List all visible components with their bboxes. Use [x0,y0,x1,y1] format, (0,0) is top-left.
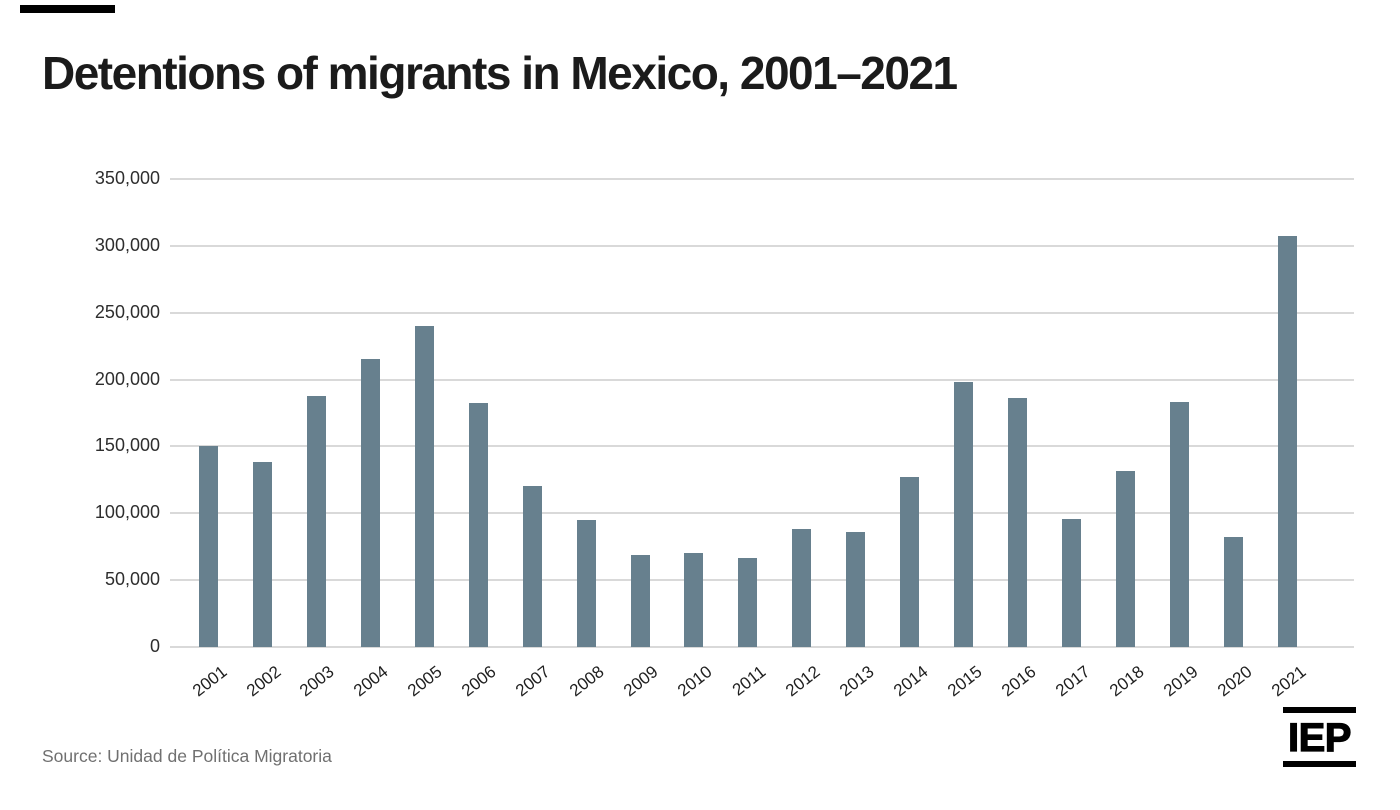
bar-2002 [252,462,272,647]
bar-2009 [630,554,650,647]
bar-2003 [306,396,326,647]
gridline [170,178,1354,180]
bar-2011 [738,557,758,647]
x-tick-label: 2007 [512,662,554,701]
x-tick-label: 2019 [1159,662,1202,701]
y-tick-label: 50,000 [104,569,160,590]
x-tick-label: 2016 [997,662,1040,701]
bar-2004 [360,358,380,647]
y-tick-label: 200,000 [94,368,160,389]
gridline [170,445,1354,448]
x-tick-label: 2001 [188,662,231,701]
accent-bar [20,5,115,13]
x-tick-label: 2021 [1267,662,1310,701]
x-tick-label: 2013 [836,662,878,701]
bar-2001 [198,445,218,647]
plot-area [170,178,1354,648]
x-tick-label: 2011 [729,662,770,700]
y-tick-label: 250,000 [94,301,160,322]
x-axis-labels: 2001 2002 2003 2004 2005 2006 2007 2008 2009 2010… [170,656,1354,726]
x-tick-label: 2006 [458,662,500,701]
x-tick-label: 2012 [782,662,824,701]
bar-2020 [1223,536,1243,647]
x-tick-label: 2004 [350,662,392,701]
x-tick-label: 2014 [889,662,932,701]
bar-2016 [1008,398,1028,647]
gridline [170,646,1354,648]
bar-2006 [468,402,488,647]
bar-2007 [522,485,542,647]
bar-2008 [576,520,596,647]
x-tick-label: 2015 [943,662,986,701]
bar-2015 [954,382,974,647]
x-tick-label: 2009 [620,662,662,701]
x-tick-label: 2020 [1213,662,1256,701]
x-tick-label: 2005 [404,662,446,701]
x-tick-label: 2003 [296,662,339,701]
y-tick-label: 100,000 [94,502,160,523]
bar-2014 [900,476,920,647]
y-tick-label: 300,000 [94,234,160,255]
gridline [170,311,1354,314]
y-tick-label: 0 [149,636,160,656]
x-tick-label: 2018 [1105,662,1148,701]
gridline [170,579,1354,582]
x-tick-label: 2010 [674,662,716,701]
iep-logo: IEP [1283,707,1356,767]
gridline [170,244,1354,247]
gridline [170,512,1354,515]
bar-2021 [1277,235,1297,647]
iep-logo-text: IEP [1287,715,1352,760]
iep-logo-top-rule [1283,707,1356,713]
iep-logo-bottom-rule [1283,761,1356,767]
bar-2018 [1116,471,1136,647]
y-tick-label: 350,000 [94,168,160,188]
x-tick-label: 2002 [242,662,285,701]
x-tick-label: 2017 [1051,662,1094,701]
chart-title: Detentions of migrants in Mexico, 2001–2… [42,47,958,99]
bar-2012 [792,528,812,647]
gridline [170,378,1354,381]
bar-2017 [1062,519,1082,647]
y-tick-label: 150,000 [94,435,160,456]
bar-2013 [846,531,866,647]
source-caption: Source: Unidad de Política Migratoria [42,746,332,766]
x-tick-label: 2008 [566,662,608,701]
bar-2010 [684,553,704,647]
bar-2005 [414,325,434,647]
bar-2019 [1170,402,1189,647]
